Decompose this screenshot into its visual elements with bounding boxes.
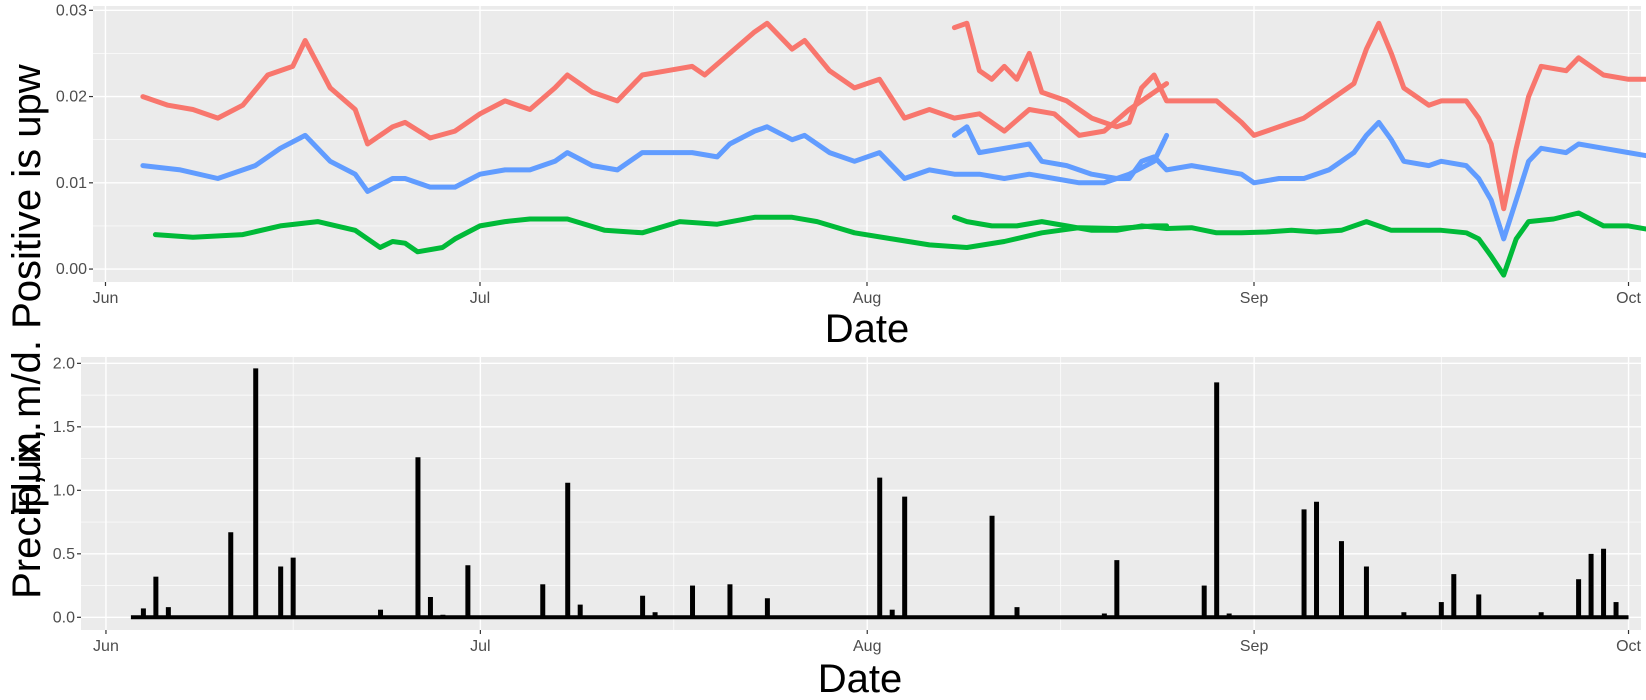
flux-series-0-segment-1 <box>951 20 1646 212</box>
precip-x-tick-label: Aug <box>853 638 881 655</box>
precip-y-ticks: 0.0 0.5 1.0 1.5 2.0 <box>53 355 81 626</box>
flux-x-tick-label: Jul <box>470 290 490 307</box>
flux-series-0-segment-0 <box>140 20 1170 147</box>
flux-panel: 0.00 0.01 0.02 0.03 Jun Jul Aug Sep Oct Date Fl… <box>5 2 1646 516</box>
precip-x-tick-label: Oct <box>1616 638 1641 655</box>
flux-y-ticks: 0.00 0.01 0.02 0.03 <box>56 2 93 278</box>
flux-series-2-segment-1 <box>951 210 1646 278</box>
flux-grid <box>93 6 1641 282</box>
precip-y-tick-label: 1.5 <box>53 419 75 436</box>
precip-x-tick-label: Jul <box>470 638 490 655</box>
precip-grid <box>81 357 1641 630</box>
flux-x-tick-label: Jun <box>93 290 119 307</box>
flux-y-tick-label: 0.03 <box>56 2 87 19</box>
precip-y-tick-label: 0.0 <box>53 609 75 626</box>
flux-x-tick-label: Aug <box>853 290 881 307</box>
precip-x-axis-title: Date <box>818 657 903 700</box>
precip-x-ticks: Jun Jul Aug Sep Oct <box>93 630 1642 655</box>
flux-series-1-segment-0 <box>140 124 1170 194</box>
flux-y-tick-label: 0.00 <box>56 261 87 278</box>
flux-series-2-segment-0 <box>152 214 1170 255</box>
flux-y-axis-title: Flux, m/d. Positive is upw <box>5 64 49 515</box>
precip-plot-background <box>81 357 1641 630</box>
flux-x-tick-label: Sep <box>1240 290 1269 307</box>
flux-series-lines <box>140 20 1646 278</box>
precip-x-tick-label: Jun <box>93 638 119 655</box>
flux-x-axis-title: Date <box>825 307 910 351</box>
flux-series-1-segment-1 <box>951 119 1646 242</box>
precip-panel: 0.0 0.5 1.0 1.5 2.0 Jun Jul Aug Sep Oct Date Pre… <box>5 355 1642 700</box>
precip-y-tick-label: 1.0 <box>53 482 75 499</box>
flux-x-tick-label: Oct <box>1616 290 1641 307</box>
flux-y-tick-label: 0.01 <box>56 175 87 192</box>
precip-y-tick-label: 2.0 <box>53 355 75 372</box>
precip-y-tick-label: 0.5 <box>53 546 75 563</box>
precip-y-axis-title: Precip, in. <box>5 421 49 599</box>
precip-bars <box>130 368 1629 620</box>
flux-x-ticks: Jun Jul Aug Sep Oct <box>93 282 1642 307</box>
flux-y-tick-label: 0.02 <box>56 89 87 106</box>
precip-x-tick-label: Sep <box>1240 638 1269 655</box>
